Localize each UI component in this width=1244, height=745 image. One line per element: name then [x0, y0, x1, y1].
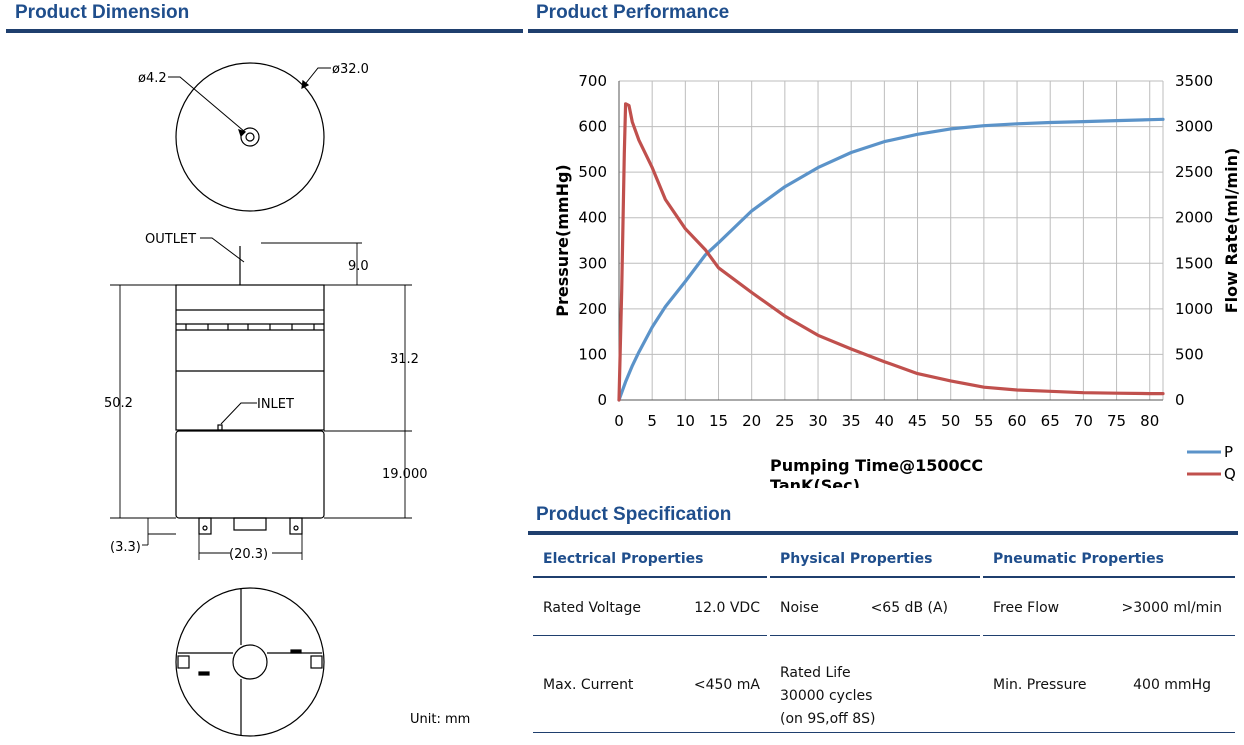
bottom-view-center-circle: [232, 644, 268, 680]
spec-label: Free Flow: [993, 600, 1060, 616]
upper-height-label: 31.2: [390, 352, 419, 367]
y-tick-label: 400: [578, 209, 607, 227]
y-tick-label: 200: [578, 300, 607, 318]
spec-header-rule: [983, 576, 1235, 578]
x-tick-label: 25: [775, 412, 794, 430]
y-tick-label: 300: [578, 254, 607, 272]
spec-label: Max. Current: [543, 677, 634, 693]
terminal-spacing-label: (20.3): [229, 547, 268, 562]
terminal-offset-label: (3.3): [110, 540, 141, 555]
outlet-height-label: 9.0: [348, 259, 369, 274]
spec-column-header: Pneumatic Properties: [993, 551, 1164, 567]
top-view-port-outer: [240, 127, 260, 147]
y-tick-label: 100: [578, 345, 607, 363]
performance-chart: 0100200300400500600700050010001500200025…: [553, 72, 1241, 483]
performance-title-rule: [528, 29, 1238, 33]
legend-label-P: P: [1224, 443, 1233, 461]
x-tick-label: 30: [808, 412, 827, 430]
x-tick-label: 35: [842, 412, 861, 430]
x-tick-label: 75: [1107, 412, 1126, 430]
x-tick-label: 50: [941, 412, 960, 430]
spec-column-header: Electrical Properties: [543, 551, 704, 567]
x-tick-label: 80: [1140, 412, 1159, 430]
x-tick-label: 10: [676, 412, 695, 430]
spec-bottom-rule: [533, 732, 1235, 733]
specification-title-rule: [528, 531, 1238, 535]
spec-value: 400 mmHg: [1133, 677, 1211, 693]
y2-tick-label: 1000: [1175, 300, 1213, 318]
y-tick-label: 700: [578, 72, 607, 90]
spec-label: Rated Voltage: [543, 600, 641, 616]
spec-value: <450 mA: [693, 677, 760, 693]
spec-note: (on 9S,off 8S): [780, 711, 876, 727]
unit-label: Unit: mm: [410, 712, 471, 727]
dimension-title: Product Dimension: [15, 2, 190, 23]
y2-tick-label: 2000: [1175, 209, 1213, 227]
outlet-label: OUTLET: [145, 232, 196, 247]
top-view-port-inner: [245, 132, 255, 142]
spec-row-rule: [770, 635, 980, 636]
chart-xlabel-line1: Pumping Time@1500CC: [770, 456, 984, 475]
spec-row-rule: [983, 635, 1235, 636]
legend-label-Q: Q: [1224, 465, 1236, 483]
top-view-outer-circle: [175, 62, 325, 212]
outer-diameter-label: ø32.0: [332, 62, 369, 77]
y2-tick-label: 1500: [1175, 254, 1213, 272]
x-tick-label: 40: [875, 412, 894, 430]
x-tick-label: 45: [908, 412, 927, 430]
y2-tick-label: 3000: [1175, 118, 1213, 136]
spec-value: 12.0 VDC: [694, 600, 760, 616]
x-tick-label: 20: [742, 412, 761, 430]
y2-axis-label: Flow Rate(ml/min): [1222, 148, 1241, 314]
dimension-title-rule: [6, 29, 523, 33]
spec-column-header: Physical Properties: [780, 551, 933, 567]
spec-header-rule: [770, 576, 980, 578]
y2-tick-label: 2500: [1175, 163, 1213, 181]
y2-tick-label: 500: [1175, 345, 1204, 363]
x-tick-label: 0: [614, 412, 624, 430]
bottom-view-outer-circle: [175, 587, 325, 737]
spec-label: Min. Pressure: [993, 677, 1087, 693]
dimension-drawing: ø4.2 ø32.0 OUTLET 9.0 31.2 50.2 INLET 19…: [104, 62, 428, 737]
inner-diameter-label: ø4.2: [138, 71, 167, 86]
spec-label: Noise: [780, 600, 819, 616]
x-tick-label: 60: [1008, 412, 1027, 430]
y2-tick-label: 0: [1175, 391, 1185, 409]
x-tick-label: 5: [647, 412, 657, 430]
y-tick-label: 600: [578, 118, 607, 136]
pump-body-upper: [175, 284, 325, 431]
spec-label: Rated Life: [780, 665, 851, 681]
y-axis-label: Pressure(mmHg): [553, 164, 572, 316]
performance-title: Product Performance: [536, 2, 730, 23]
series-line-Q: [617, 102, 1165, 402]
x-tick-label: 55: [974, 412, 993, 430]
y2-tick-label: 3500: [1175, 72, 1213, 90]
spec-value: <65 dB (A): [870, 600, 948, 616]
spec-header-rule: [533, 576, 767, 578]
chart-xlabel-line2: TanK(Sec): [770, 476, 860, 488]
series-line-P: [617, 117, 1165, 402]
y-tick-label: 500: [578, 163, 607, 181]
x-tick-label: 15: [709, 412, 728, 430]
spec-value: >3000 ml/min: [1121, 600, 1222, 616]
total-height-label: 50.2: [104, 396, 133, 411]
y-tick-label: 0: [597, 391, 607, 409]
chart-xlabel: Pumping Time@1500CC TanK(Sec): [770, 456, 1030, 488]
x-tick-label: 70: [1074, 412, 1093, 430]
specification-title: Product Specification: [536, 504, 732, 525]
lower-height-label: 19.000: [382, 467, 428, 482]
x-tick-label: 65: [1041, 412, 1060, 430]
spec-value: 30000 cycles: [780, 688, 873, 704]
inlet-label: INLET: [257, 397, 294, 412]
spec-row-rule: [533, 635, 767, 636]
pump-body-lower: [175, 430, 325, 519]
